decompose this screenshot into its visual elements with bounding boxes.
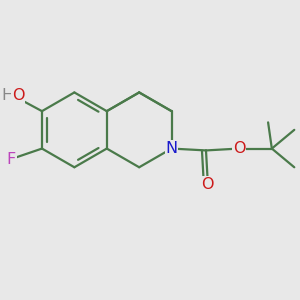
Text: O: O: [12, 88, 24, 103]
Text: O: O: [233, 141, 245, 156]
Text: H: H: [2, 88, 14, 103]
Text: N: N: [166, 141, 178, 156]
Text: O: O: [202, 177, 214, 192]
Text: F: F: [7, 152, 16, 166]
